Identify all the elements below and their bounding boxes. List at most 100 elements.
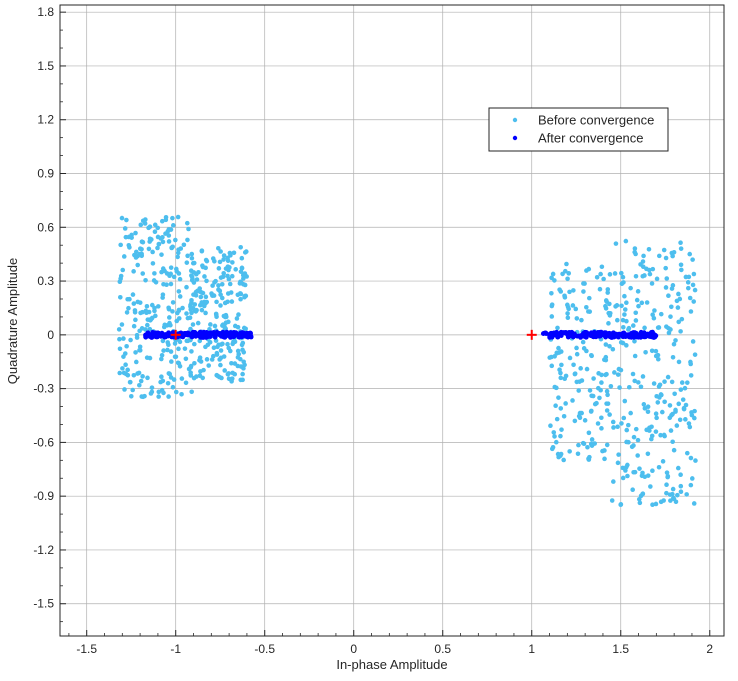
point-before-convergence [242, 250, 248, 255]
point-before-convergence [622, 398, 628, 404]
y-tick-label: 0.6 [37, 220, 54, 234]
point-before-convergence [565, 276, 570, 282]
point-before-convergence [222, 325, 228, 331]
point-before-convergence [647, 428, 652, 433]
point-before-convergence [688, 309, 694, 314]
point-before-convergence [636, 496, 642, 502]
point-before-convergence [129, 232, 134, 238]
point-before-convergence [237, 281, 243, 286]
point-before-convergence [685, 380, 690, 385]
point-after-convergence [244, 330, 250, 336]
point-after-convergence [581, 332, 586, 338]
point-before-convergence [184, 311, 189, 316]
point-before-convergence [640, 374, 646, 379]
point-after-convergence [224, 333, 229, 339]
point-before-convergence [597, 395, 602, 401]
point-before-convergence [147, 326, 153, 332]
point-before-convergence [653, 429, 659, 434]
point-before-convergence [160, 266, 166, 271]
point-before-convergence [126, 305, 131, 311]
point-after-convergence [228, 330, 234, 335]
point-before-convergence [620, 465, 625, 471]
point-before-convergence [124, 310, 130, 315]
x-tick-label: 1 [528, 642, 535, 656]
point-before-convergence [661, 247, 667, 253]
point-before-convergence [599, 415, 604, 421]
point-before-convergence [159, 252, 164, 257]
point-before-convergence [619, 270, 624, 276]
point-after-convergence [248, 330, 253, 336]
point-before-convergence [186, 226, 191, 232]
point-before-convergence [160, 292, 166, 297]
point-before-convergence [632, 246, 638, 251]
point-before-convergence [626, 384, 632, 390]
point-after-convergence [584, 330, 590, 336]
x-tick-label: 2 [706, 642, 713, 656]
point-before-convergence [164, 282, 169, 287]
point-before-convergence [230, 341, 235, 347]
point-before-convergence [671, 341, 677, 347]
point-after-convergence [180, 334, 186, 340]
point-before-convergence [140, 374, 145, 379]
point-before-convergence [161, 390, 166, 396]
point-before-convergence [655, 400, 661, 405]
point-before-convergence [599, 372, 604, 378]
point-after-convergence [590, 334, 596, 340]
point-before-convergence [238, 377, 244, 383]
point-before-convergence [149, 315, 155, 321]
point-before-convergence [649, 436, 654, 442]
point-before-convergence [635, 453, 640, 458]
point-before-convergence [139, 326, 145, 331]
point-before-convergence [133, 317, 138, 323]
point-before-convergence [635, 437, 641, 443]
point-before-convergence [557, 287, 562, 292]
point-before-convergence [173, 389, 179, 395]
point-before-convergence [668, 314, 673, 319]
point-before-convergence [652, 308, 657, 313]
point-before-convergence [140, 271, 146, 276]
point-before-convergence [230, 260, 235, 265]
point-before-convergence [176, 307, 182, 313]
point-after-convergence [597, 333, 603, 339]
point-before-convergence [206, 363, 211, 368]
point-after-convergence [207, 330, 213, 336]
point-before-convergence [152, 229, 158, 235]
y-tick-label: 1.5 [37, 59, 54, 73]
point-before-convergence [190, 322, 196, 327]
point-before-convergence [168, 265, 174, 270]
point-before-convergence [211, 345, 217, 351]
point-before-convergence [595, 421, 601, 426]
point-before-convergence [666, 330, 672, 336]
point-before-convergence [598, 387, 603, 393]
point-before-convergence [677, 417, 683, 423]
point-before-convergence [128, 394, 134, 399]
point-after-convergence [158, 333, 164, 339]
point-before-convergence [133, 249, 139, 255]
point-before-convergence [579, 317, 584, 323]
point-before-convergence [646, 267, 652, 273]
point-before-convergence [170, 223, 176, 228]
point-before-convergence [152, 305, 157, 311]
point-before-convergence [683, 402, 689, 408]
point-before-convergence [179, 391, 184, 397]
point-before-convergence [240, 371, 245, 377]
point-before-convergence [131, 323, 137, 329]
point-before-convergence [197, 355, 203, 360]
point-before-convergence [216, 283, 221, 288]
point-before-convergence [678, 483, 684, 489]
point-before-convergence [580, 339, 586, 345]
point-before-convergence [563, 401, 568, 406]
point-before-convergence [549, 354, 554, 360]
point-before-convergence [576, 388, 582, 393]
point-before-convergence [557, 367, 562, 373]
point-after-convergence [568, 332, 574, 338]
point-before-convergence [586, 309, 591, 314]
point-before-convergence [120, 267, 126, 273]
point-before-convergence [607, 343, 612, 349]
point-before-convergence [622, 293, 627, 299]
point-before-convergence [226, 376, 232, 382]
point-before-convergence [691, 299, 697, 304]
point-before-convergence [140, 218, 146, 224]
point-before-convergence [221, 270, 226, 276]
